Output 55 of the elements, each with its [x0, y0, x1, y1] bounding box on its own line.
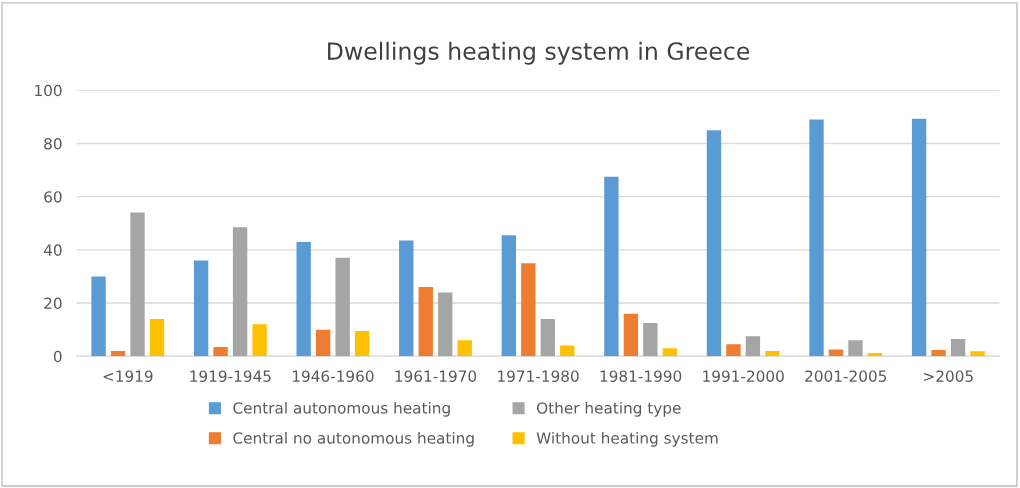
bar	[149, 319, 165, 357]
x-tick-label: 2001-2005	[805, 370, 887, 382]
x-tick-label: >2005	[924, 370, 973, 382]
bar	[643, 323, 658, 357]
bar	[232, 227, 248, 357]
bar	[521, 263, 536, 357]
bar	[335, 257, 350, 357]
bar	[911, 118, 927, 357]
y-tick-label: 60	[44, 191, 62, 203]
legend-label: Other heating type	[537, 401, 681, 417]
legend-label: Without heating system	[536, 431, 718, 447]
x-tick-label: 1991-2000	[703, 370, 784, 382]
bar	[315, 329, 331, 357]
y-tick-label: 0	[53, 350, 62, 363]
bar	[623, 313, 639, 357]
bar	[501, 235, 516, 357]
bar	[399, 240, 414, 357]
bar	[950, 338, 966, 357]
bar	[809, 119, 824, 357]
y-tick-label: 20	[44, 297, 62, 310]
x-tick-label: 1971-1980	[498, 370, 579, 382]
bar	[110, 350, 126, 357]
bar	[726, 344, 741, 357]
chart-title: Dwellings heating system in Greece	[328, 41, 750, 65]
bar	[193, 260, 209, 357]
bar	[604, 176, 619, 357]
legend-label: Central no autonomous heating	[233, 431, 474, 447]
x-tick-label: 1961-1970	[395, 370, 477, 382]
bar	[970, 351, 985, 357]
bar	[765, 350, 780, 357]
bar	[931, 350, 946, 357]
bar	[354, 330, 370, 357]
bar	[457, 340, 472, 357]
bar	[296, 241, 311, 357]
bar	[252, 324, 267, 357]
bar	[130, 212, 145, 357]
x-tick-label: 1946-1960	[292, 370, 374, 382]
bar	[213, 346, 228, 357]
bar	[662, 348, 678, 357]
y-tick-label: 100	[35, 84, 62, 97]
y-tick-label: 80	[44, 137, 62, 150]
bar	[560, 345, 575, 357]
x-tick-label: 1919-1945	[190, 370, 271, 382]
x-tick-label: <1919	[103, 370, 153, 382]
bar	[540, 319, 555, 357]
bar	[91, 276, 106, 357]
bar	[418, 287, 433, 357]
bar	[867, 353, 883, 357]
bar	[438, 292, 453, 357]
bar	[848, 340, 863, 357]
y-tick-label: 40	[43, 244, 62, 256]
bar	[706, 130, 722, 357]
legend-label: Central autonomous heating	[233, 401, 450, 417]
x-tick-label: 1981-1990	[600, 370, 682, 382]
bar	[745, 336, 761, 357]
